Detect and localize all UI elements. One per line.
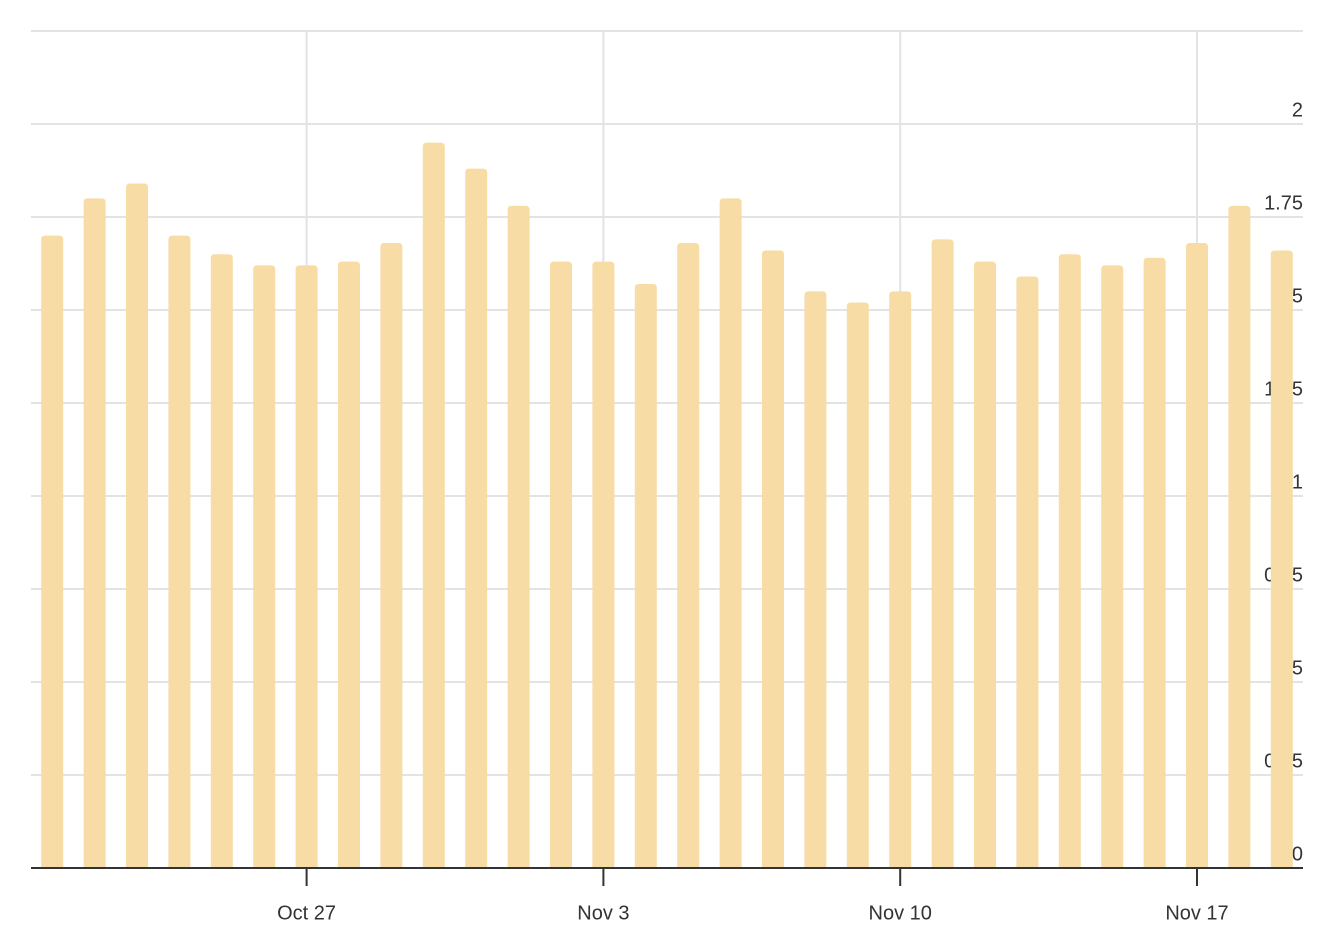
bar bbox=[1101, 265, 1124, 868]
y-tick-label: 1.75 bbox=[1264, 192, 1303, 214]
bar bbox=[719, 198, 742, 868]
bar bbox=[168, 235, 191, 869]
bar bbox=[1186, 243, 1208, 869]
bar bbox=[1228, 205, 1251, 869]
bar bbox=[41, 235, 64, 869]
bar bbox=[931, 239, 954, 868]
bar bbox=[210, 254, 233, 868]
x-tick-label: Nov 10 bbox=[869, 902, 932, 924]
bar bbox=[380, 243, 403, 869]
bar bbox=[846, 302, 869, 868]
bar bbox=[804, 291, 827, 868]
bar bbox=[1143, 257, 1166, 868]
x-tick-label: Nov 3 bbox=[577, 902, 629, 924]
bar bbox=[126, 183, 148, 868]
y-tick-label: 2 bbox=[1292, 99, 1303, 121]
y-tick-label: 0 bbox=[1292, 843, 1303, 865]
bar bbox=[295, 265, 318, 868]
bar bbox=[338, 261, 360, 868]
bar bbox=[762, 250, 784, 869]
bar bbox=[550, 261, 572, 868]
bar bbox=[974, 261, 996, 868]
bar bbox=[507, 205, 530, 869]
bar bbox=[677, 243, 700, 869]
bar bbox=[83, 198, 106, 868]
bar bbox=[422, 142, 445, 869]
x-tick-label: Oct 27 bbox=[277, 902, 336, 924]
bar bbox=[1270, 250, 1293, 869]
bar bbox=[465, 168, 488, 868]
y-tick-label: 1 bbox=[1292, 471, 1303, 493]
bar bbox=[592, 261, 615, 868]
bar bbox=[634, 283, 657, 869]
bar bbox=[889, 291, 912, 868]
bar bbox=[1016, 276, 1039, 868]
x-tick-label: Nov 17 bbox=[1165, 902, 1228, 924]
bar bbox=[253, 265, 276, 868]
bar bbox=[1058, 254, 1081, 868]
